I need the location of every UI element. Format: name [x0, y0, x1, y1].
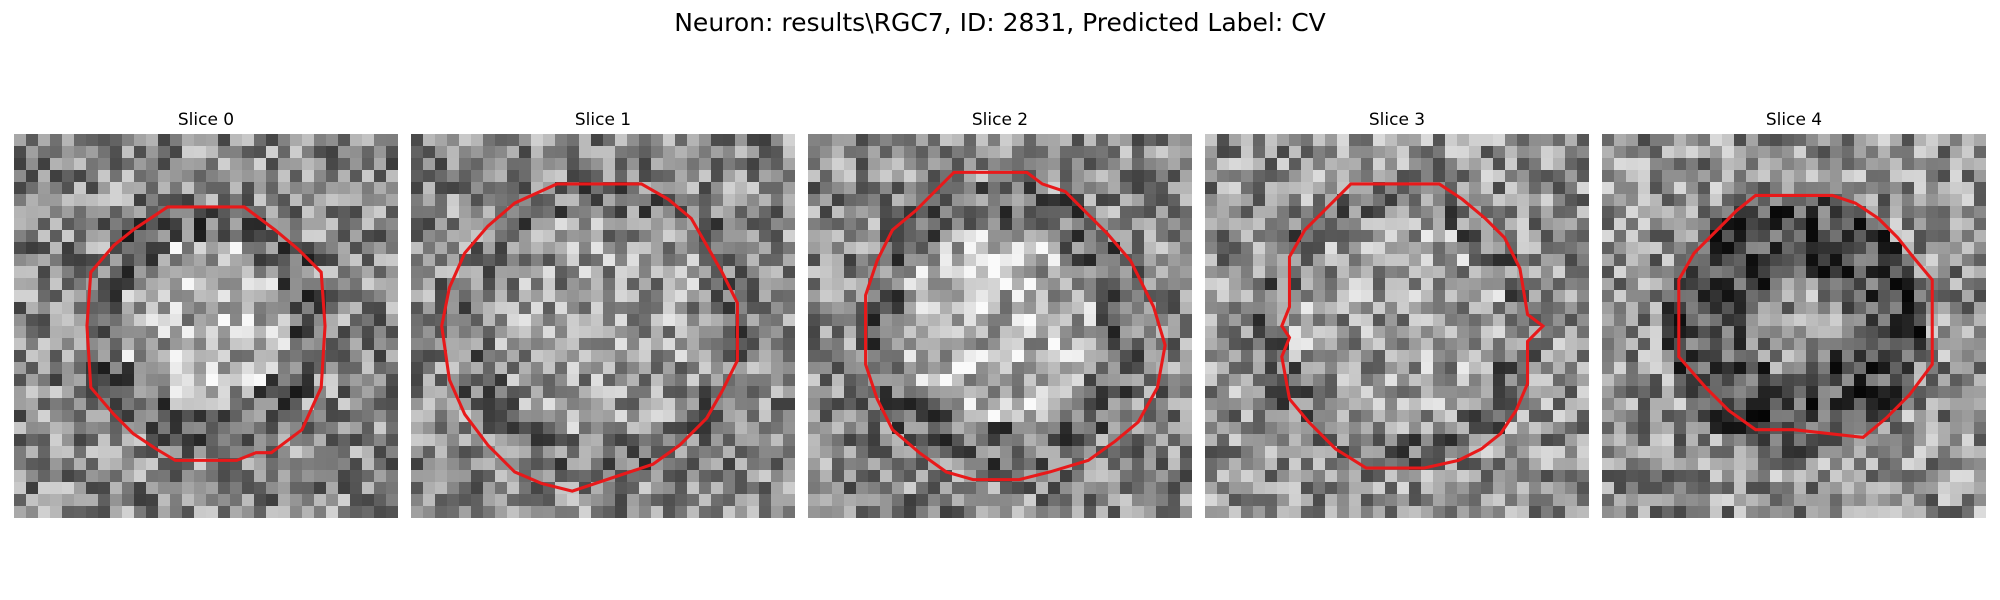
roi-outline	[864, 170, 1167, 482]
slice-title: Slice 3	[1368, 110, 1426, 130]
figure-title: Neuron: results\RGC7, ID: 2831, Predicte…	[674, 8, 1326, 37]
roi-outline	[1280, 182, 1546, 470]
roi-outline	[85, 205, 327, 462]
slice-image	[411, 134, 795, 518]
slice-title: Slice 0	[177, 110, 235, 130]
slice-image	[1602, 134, 1986, 518]
roi-outline	[440, 182, 739, 493]
slice-image	[14, 134, 398, 518]
slice-image	[1205, 134, 1589, 518]
roi-outline	[1677, 193, 1934, 439]
slice-title: Slice 1	[574, 110, 632, 130]
slice-title: Slice 2	[971, 110, 1029, 130]
slice-title: Slice 4	[1765, 110, 1823, 130]
slice-image	[808, 134, 1192, 518]
